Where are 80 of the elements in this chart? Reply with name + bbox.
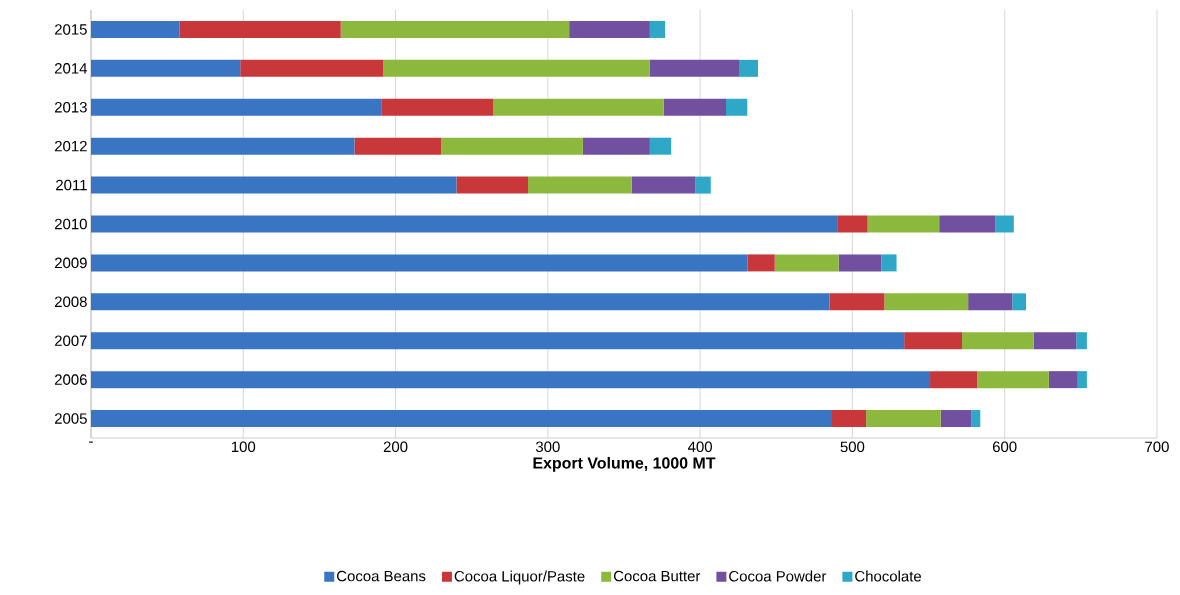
bar — [968, 293, 1013, 311]
bar — [354, 137, 442, 155]
bar — [91, 332, 905, 350]
y-tick-label: 2012 — [54, 140, 87, 152]
bar — [91, 254, 748, 272]
y-tick-label: 2007 — [54, 335, 87, 347]
y-tick-label: 2011 — [56, 179, 87, 191]
y-tick-label: 2015 — [54, 24, 87, 35]
bar — [383, 59, 650, 77]
y-tick-label: 2005 — [54, 413, 87, 424]
bar — [904, 332, 963, 350]
bar — [726, 98, 748, 116]
bar — [649, 137, 672, 155]
bar — [1076, 332, 1087, 350]
bar — [663, 98, 726, 116]
bar — [838, 254, 882, 272]
bar — [649, 20, 666, 38]
bar — [1048, 371, 1078, 389]
bar — [91, 293, 830, 311]
y-tick-label: 2006 — [54, 374, 87, 385]
bar — [340, 20, 570, 38]
x-tick-label: 700 — [1145, 441, 1169, 453]
bar — [91, 137, 355, 155]
bar — [940, 410, 972, 428]
bar — [91, 20, 180, 38]
bar — [631, 176, 696, 194]
bar — [91, 371, 931, 389]
bar — [971, 410, 981, 428]
legend-label: Cocoa Beans — [337, 570, 426, 582]
bar — [493, 98, 664, 116]
bar — [977, 371, 1049, 389]
bar — [649, 59, 740, 77]
x-tick-label: 200 — [383, 441, 408, 453]
bar — [866, 410, 941, 428]
x-tick-label: 300 — [535, 441, 560, 453]
bar — [884, 293, 969, 311]
bar — [837, 215, 868, 233]
bar — [528, 176, 632, 194]
bar — [829, 293, 885, 311]
x-tick-label: 100 — [231, 441, 256, 453]
legend-label: Cocoa Butter — [613, 570, 701, 582]
bar — [881, 254, 897, 272]
legend-label: Chocolate — [855, 570, 922, 582]
bar — [1012, 293, 1026, 311]
bar — [240, 59, 384, 77]
bar — [569, 20, 650, 38]
bar — [695, 176, 711, 194]
bar — [91, 410, 832, 428]
y-tick-label: 2014 — [54, 63, 88, 74]
y-tick-label: 2009 — [54, 257, 87, 269]
bar — [456, 176, 529, 194]
legend-label: Cocoa Liquor/Paste — [454, 570, 585, 585]
bar — [1077, 371, 1087, 389]
bar — [381, 98, 494, 116]
x-tick-label: 600 — [992, 441, 1017, 453]
bar — [441, 137, 583, 155]
bar — [930, 371, 978, 389]
y-tick-label: 2010 — [54, 218, 87, 230]
bar — [747, 254, 775, 272]
y-tick-label: 2013 — [54, 101, 87, 113]
legend-label: Cocoa Powder — [729, 570, 827, 582]
bar — [91, 215, 838, 233]
x-axis-title: Export Volume, 1000 MT — [533, 456, 716, 472]
bar — [774, 254, 839, 272]
bar — [91, 98, 382, 116]
x-tick-label: 400 — [687, 441, 712, 453]
bar — [179, 20, 341, 38]
bar — [91, 59, 241, 77]
bar — [939, 215, 996, 233]
bar — [582, 137, 650, 155]
bar — [1033, 332, 1077, 350]
bar — [867, 215, 940, 233]
bar — [962, 332, 1034, 350]
bar — [831, 410, 867, 428]
x-tick-label: - — [89, 441, 93, 443]
bar — [91, 176, 457, 194]
bar — [995, 215, 1014, 233]
bar — [739, 59, 758, 77]
x-tick-label: 500 — [840, 441, 865, 453]
y-tick-label: 2008 — [54, 296, 87, 308]
